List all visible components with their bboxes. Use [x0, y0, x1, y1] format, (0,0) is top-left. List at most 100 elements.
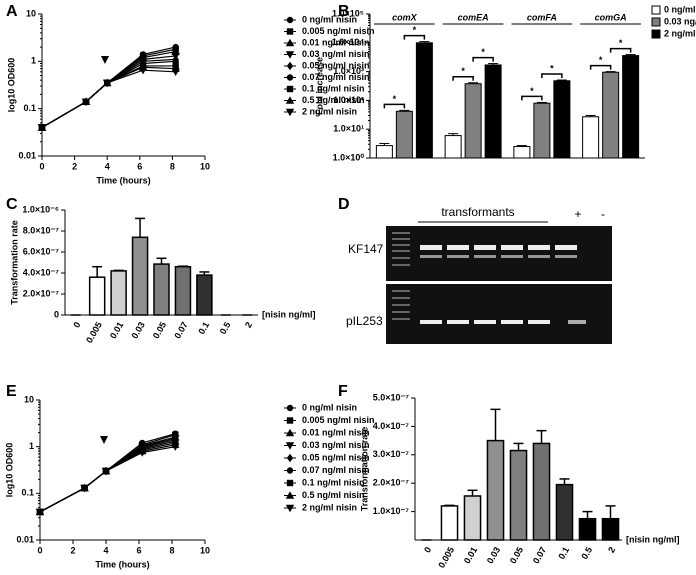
- category-label: comFA: [527, 12, 557, 22]
- series-line: [41, 65, 176, 129]
- bar: [463, 495, 482, 541]
- legend-label: 0.01 ng/ml nisin: [302, 37, 370, 47]
- x-tick-label: 0.07: [531, 545, 548, 565]
- x-tick-label: 0.1: [556, 545, 571, 561]
- significance-bracket: [472, 56, 494, 62]
- legend-label: 0.05 ng/ml nisin: [302, 452, 370, 462]
- marker: [285, 51, 295, 59]
- marker: [286, 479, 294, 487]
- x-tick-label: 2: [243, 320, 254, 329]
- legend-label: 2 ng/ml nisin: [302, 502, 357, 512]
- bar: [395, 110, 413, 159]
- x-tick-label: 4: [103, 545, 108, 555]
- bar: [622, 55, 640, 159]
- marker: [286, 417, 294, 424]
- bar: [532, 442, 551, 541]
- legend-label: 2 ng/ml nisin: [302, 106, 357, 116]
- y-tick-label: 0.1: [21, 488, 34, 498]
- significance-bracket: [541, 73, 563, 79]
- x-tick-label: 0.005: [436, 545, 456, 570]
- marker: [80, 484, 89, 493]
- series-line: [39, 446, 176, 513]
- marker: [285, 108, 295, 117]
- marker: [285, 428, 295, 437]
- legend-label: 0 ng/ml nisin: [302, 14, 357, 24]
- bar: [196, 274, 213, 316]
- x-axis-title: Time (hours): [95, 559, 149, 569]
- marker: [286, 404, 294, 412]
- marker: [286, 453, 294, 463]
- legend-label: 0.05 ng/ml nisin: [302, 60, 370, 70]
- gel-negative: -: [601, 207, 605, 221]
- marker: [286, 74, 294, 81]
- legend-label: 0.01 ng/ml nisin: [302, 427, 370, 437]
- x-axis-title: Time (hours): [96, 175, 150, 185]
- marker: [285, 491, 295, 499]
- legend-label: 0.07 ng/ml nisin: [302, 465, 370, 475]
- bar: [509, 449, 528, 541]
- significance-bracket: [521, 95, 543, 101]
- marker: [101, 467, 111, 476]
- significance-label: *: [413, 25, 417, 35]
- y-tick-label: 6.0×10⁻⁷: [23, 246, 60, 256]
- x-tick-label: 0.05: [151, 320, 168, 340]
- marker: [285, 442, 295, 450]
- x-tick-label: 0.01: [462, 545, 479, 565]
- x-tick-label: 0: [39, 161, 44, 171]
- x-tick-label: 2: [606, 545, 617, 554]
- bar: [553, 80, 571, 159]
- y-tick-label: 0.01: [16, 534, 34, 544]
- bar: [440, 505, 459, 541]
- legend-swatch: [651, 17, 661, 27]
- marker: [138, 449, 147, 457]
- marker: [285, 38, 295, 47]
- y-tick-label: 1.0×10²: [333, 95, 364, 105]
- bar: [484, 64, 502, 159]
- bar: [486, 439, 505, 541]
- y-tick-label: 1.0×10¹: [333, 124, 364, 134]
- legend-label: 0.07 ng/ml nisin: [302, 72, 370, 82]
- marker: [285, 504, 295, 513]
- y-tick-label: 2.0×10⁻⁷: [23, 288, 60, 298]
- bar: [578, 517, 597, 541]
- legend-swatch: [651, 29, 661, 39]
- legend-label: 0.1 ng/ml nisin: [302, 477, 365, 487]
- legend-label: 0 ng/ml nisin: [302, 402, 357, 412]
- y-tick-label: 1: [31, 56, 36, 66]
- arrowhead: [100, 436, 108, 444]
- category-label: comEA: [458, 12, 489, 22]
- marker: [171, 443, 180, 451]
- x-tick-label: 10: [200, 161, 210, 171]
- bar: [110, 270, 127, 316]
- series-line: [41, 69, 176, 129]
- legend-label: 0.005 ng/ml nisin: [302, 26, 375, 36]
- y-tick-label: 1.0×10⁰: [333, 152, 365, 162]
- significance-bracket: [403, 34, 426, 40]
- series-line: [41, 55, 176, 129]
- y-axis-title: log10 OD600: [4, 443, 14, 498]
- panel-letter: D: [338, 196, 350, 213]
- marker: [285, 96, 295, 104]
- marker: [286, 28, 294, 35]
- gel-row-label: KF147: [348, 242, 384, 256]
- x-tick-label: 0.07: [172, 320, 189, 340]
- gel-image: [386, 284, 612, 344]
- bar: [153, 263, 170, 316]
- bar: [582, 116, 600, 159]
- gel-header: transformants: [441, 205, 514, 219]
- gel-positive: +: [574, 207, 581, 221]
- x-tick-label: 2: [70, 545, 75, 555]
- x-tick-label: 10: [200, 545, 210, 555]
- y-tick-label: 4.0×10⁻⁷: [373, 421, 410, 431]
- panel-letter: B: [338, 3, 350, 20]
- y-axis-title: Transformation rate: [9, 220, 19, 305]
- bar: [601, 517, 620, 541]
- marker: [286, 467, 294, 474]
- marker: [286, 61, 294, 71]
- significance-bracket: [452, 76, 474, 81]
- x-tick-label: 0.01: [108, 320, 125, 340]
- significance-label: *: [599, 55, 603, 65]
- bar: [375, 145, 393, 159]
- x-tick-label: 0.1: [196, 320, 211, 336]
- panel-letter: A: [6, 3, 18, 20]
